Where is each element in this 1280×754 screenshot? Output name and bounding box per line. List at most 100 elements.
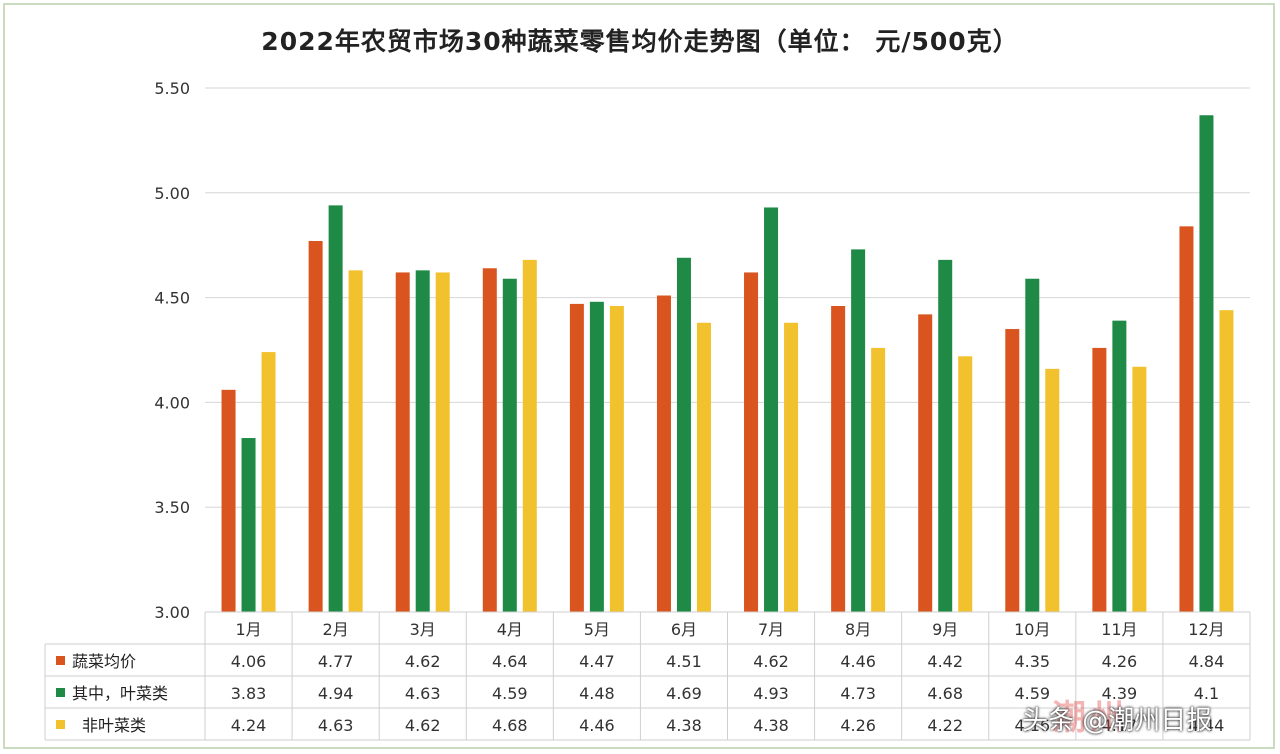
data-label: 4.94 xyxy=(318,684,354,703)
data-label: 4.84 xyxy=(1189,652,1225,671)
bar xyxy=(241,438,256,612)
x-tick-label: 7月 xyxy=(758,620,784,639)
y-tick-label: 3.50 xyxy=(154,498,190,517)
bar xyxy=(435,272,450,612)
legend-swatch xyxy=(56,656,65,665)
x-tick-label: 3月 xyxy=(410,620,436,639)
data-label: 4.59 xyxy=(1014,684,1050,703)
y-tick-label: 3.00 xyxy=(154,603,190,622)
bar xyxy=(415,270,430,612)
legend-swatch xyxy=(56,720,65,729)
data-label: 4.63 xyxy=(318,716,354,735)
y-tick-label: 4.50 xyxy=(154,289,190,308)
data-label: 4.68 xyxy=(492,716,528,735)
bar xyxy=(1005,329,1020,612)
data-label: 4.59 xyxy=(492,684,528,703)
watermark-stamp: 潮州 xyxy=(1052,698,1128,738)
bar xyxy=(656,295,671,612)
y-tick-label: 5.00 xyxy=(154,184,190,203)
data-label: 4.38 xyxy=(753,716,789,735)
bar xyxy=(958,356,973,612)
bar xyxy=(1025,278,1040,612)
bar xyxy=(328,205,343,612)
x-tick-label: 9月 xyxy=(932,620,958,639)
bar xyxy=(522,259,537,612)
data-label: 4.42 xyxy=(927,652,963,671)
x-tick-label: 4月 xyxy=(497,620,523,639)
data-label: 4.77 xyxy=(318,652,354,671)
x-tick-label: 12月 xyxy=(1188,620,1224,639)
bar xyxy=(871,347,886,612)
bar xyxy=(221,389,236,612)
bar xyxy=(938,259,953,612)
bar xyxy=(395,272,410,612)
x-tick-label: 11月 xyxy=(1101,620,1137,639)
data-label: 4.38 xyxy=(666,716,702,735)
data-label: 4.22 xyxy=(927,716,963,735)
data-label: 4.46 xyxy=(579,716,615,735)
y-tick-label: 5.50 xyxy=(154,79,190,98)
data-label: 4.26 xyxy=(1102,652,1138,671)
x-tick-label: 1月 xyxy=(235,620,261,639)
data-label: 4.26 xyxy=(840,716,876,735)
data-label: 4.62 xyxy=(753,652,789,671)
bar xyxy=(676,257,691,612)
data-label: 4.69 xyxy=(666,684,702,703)
data-label: 4.62 xyxy=(405,716,441,735)
data-label: 4.35 xyxy=(1014,652,1050,671)
bar xyxy=(1132,366,1147,612)
data-label: 4.16 xyxy=(1014,716,1050,735)
data-label: 4.17 xyxy=(1102,716,1138,735)
y-tick-label: 4.00 xyxy=(154,393,190,412)
bar xyxy=(482,268,497,612)
bar xyxy=(348,270,363,612)
legend-label: 非叶菜类 xyxy=(82,716,146,735)
watermark-text: 头条 @潮州日报 xyxy=(1022,706,1213,736)
data-label: 4.68 xyxy=(927,684,963,703)
legend-label: 其中，叶菜类 xyxy=(72,684,168,703)
bar xyxy=(851,249,866,612)
bar xyxy=(569,303,584,612)
bar xyxy=(764,207,779,613)
bar xyxy=(1179,226,1194,612)
x-tick-label: 2月 xyxy=(323,620,349,639)
bar xyxy=(1199,115,1214,613)
x-tick-label: 5月 xyxy=(584,620,610,639)
data-label: 4.46 xyxy=(840,652,876,671)
bar xyxy=(784,322,799,612)
bar xyxy=(1219,310,1234,612)
legend-label: 蔬菜均价 xyxy=(72,652,136,671)
bar xyxy=(696,322,711,612)
bar xyxy=(1092,347,1107,612)
bar xyxy=(1112,320,1127,612)
bar xyxy=(831,305,846,612)
chart-title: 2022年农贸市场30种蔬菜零售均价走势图（单位： 元/500克） xyxy=(261,27,1019,56)
bar xyxy=(744,272,759,612)
legend-swatch xyxy=(56,688,65,697)
data-label: 4.73 xyxy=(840,684,876,703)
data-label: 4.44 xyxy=(1189,716,1225,735)
data-label: 4.93 xyxy=(753,684,789,703)
bar xyxy=(609,305,624,612)
data-label: 4.63 xyxy=(405,684,441,703)
bar xyxy=(308,241,323,612)
x-tick-label: 10月 xyxy=(1014,620,1050,639)
x-tick-label: 8月 xyxy=(845,620,871,639)
data-label: 4.39 xyxy=(1102,684,1138,703)
data-label: 4.24 xyxy=(231,716,267,735)
data-label: 4.06 xyxy=(231,652,267,671)
chart-frame xyxy=(3,3,1275,749)
bar xyxy=(1045,368,1060,612)
data-label: 4.1 xyxy=(1194,684,1219,703)
data-label: 4.47 xyxy=(579,652,615,671)
data-label: 3.83 xyxy=(231,684,267,703)
data-label: 4.51 xyxy=(666,652,702,671)
x-tick-label: 6月 xyxy=(671,620,697,639)
bar xyxy=(261,352,276,612)
bar xyxy=(918,314,933,612)
data-label: 4.62 xyxy=(405,652,441,671)
bar xyxy=(589,301,604,612)
data-label: 4.64 xyxy=(492,652,528,671)
data-label: 4.48 xyxy=(579,684,615,703)
